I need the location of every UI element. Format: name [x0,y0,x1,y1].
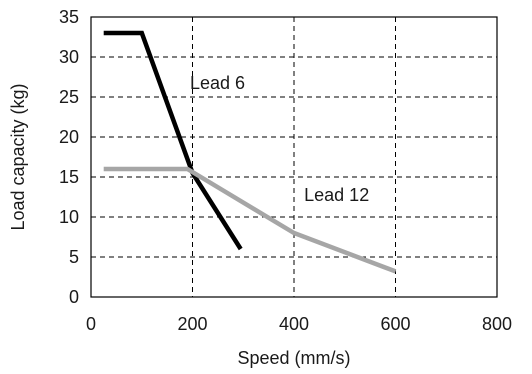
y-tick-label: 5 [69,247,79,267]
y-tick-label: 20 [59,127,79,147]
y-tick-label: 25 [59,87,79,107]
x-tick-label: 600 [380,314,410,334]
x-axis-label: Speed (mm/s) [237,348,350,368]
x-tick-label: 0 [86,314,96,334]
plot-frame [90,16,498,298]
x-tick-labels: 0 200 400 600 800 [86,314,512,334]
series-annotation: Lead 6 [190,73,245,93]
series-annotations: Lead 6 Lead 12 [190,73,369,205]
grid-lines [91,17,497,297]
series-line-lead-12 [103,166,397,274]
x-tick-label: 400 [279,314,309,334]
y-tick-label: 0 [69,287,79,307]
y-tick-label: 10 [59,207,79,227]
series-line-lead-6 [103,30,243,251]
y-tick-label: 30 [59,47,79,67]
series-annotation: Lead 12 [304,185,369,205]
y-tick-label: 15 [59,167,79,187]
y-tick-labels: 0 5 10 15 20 25 30 35 [59,7,79,307]
y-axis-label: Load capacity (kg) [8,83,28,230]
y-tick-label: 35 [59,7,79,27]
series-lines [103,30,397,274]
x-tick-label: 800 [482,314,512,334]
x-tick-label: 200 [177,314,207,334]
